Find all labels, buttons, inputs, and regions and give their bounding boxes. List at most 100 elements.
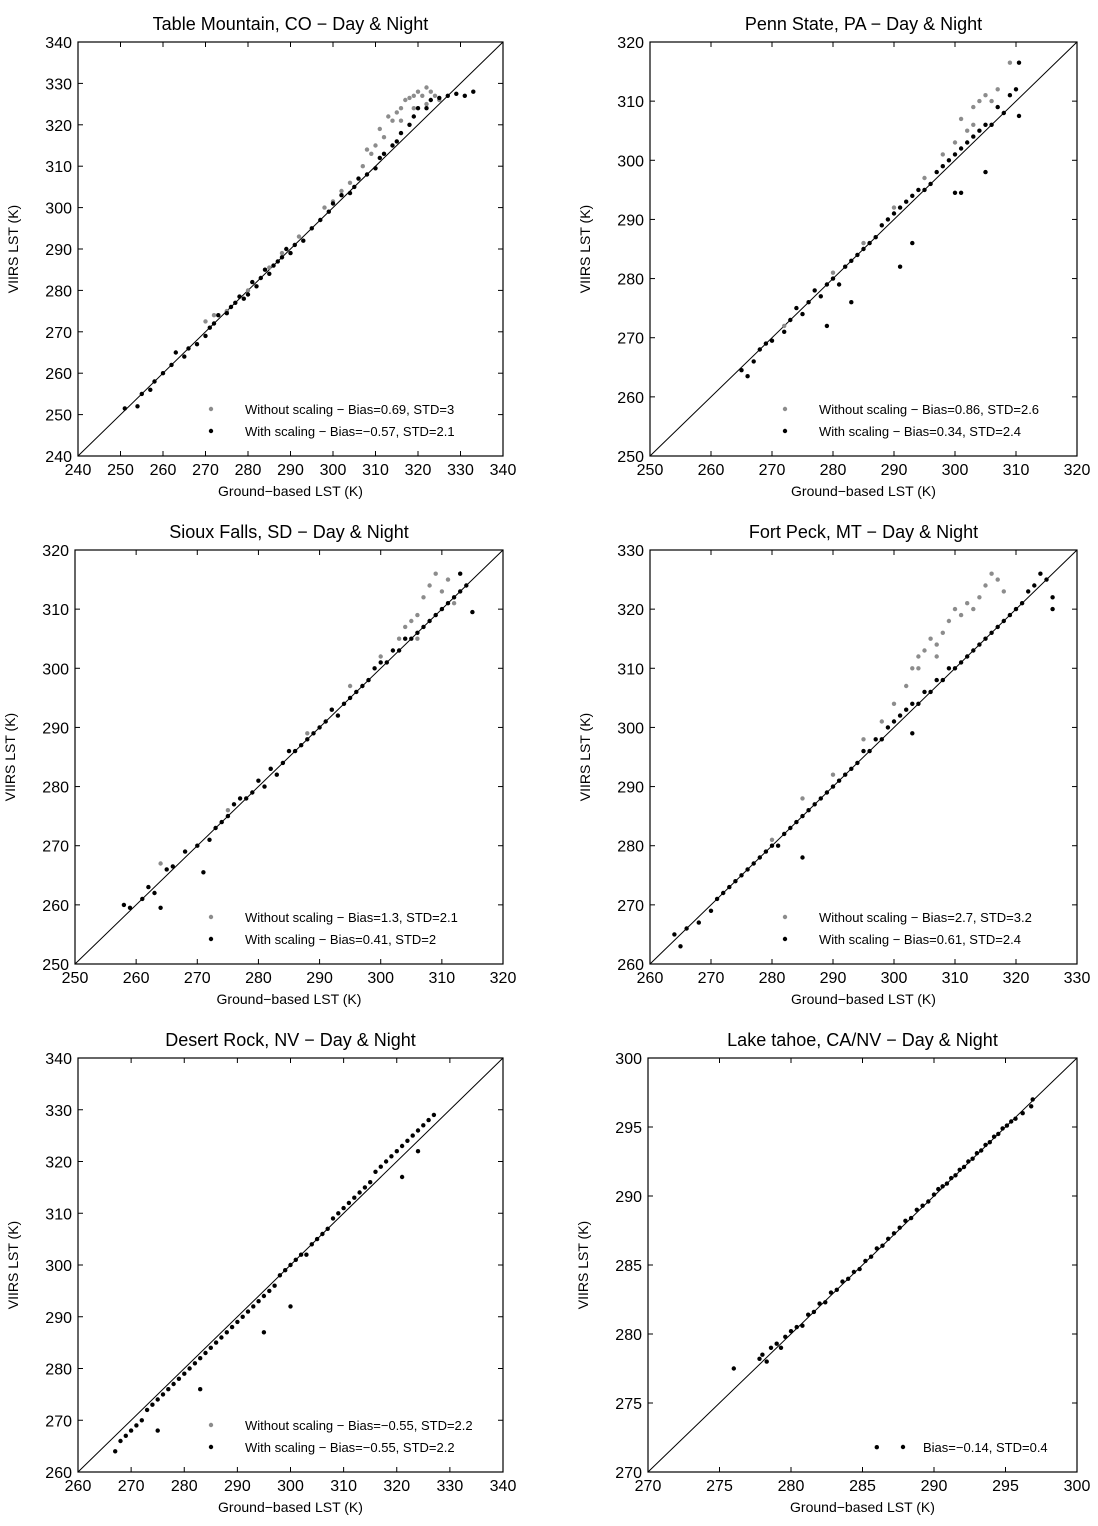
data-point [366,677,371,683]
data-point [811,1309,817,1315]
legend-marker [782,914,788,920]
data-point [983,93,988,98]
data-point [828,1290,834,1295]
y-tick-label: 310 [45,1206,72,1223]
data-point [428,97,433,103]
data-point [733,879,738,884]
data-point [203,333,208,339]
data-point [405,1138,410,1144]
y-tick-label: 260 [45,366,72,383]
data-point [861,246,866,252]
data-point [861,748,866,754]
data-point [940,677,945,683]
data-point [364,147,370,152]
data-point [427,583,432,588]
x-tick-label: 330 [437,1478,464,1495]
data-point [288,1304,293,1309]
data-point [696,920,701,925]
legend-label: Without scaling − Bias=0.69, STD=3 [245,402,454,417]
legend-marker [782,406,788,412]
data-point [160,1392,166,1397]
x-tick-label: 260 [698,462,725,479]
data-point [958,116,964,122]
data-point [824,282,830,287]
data-point [166,1387,171,1392]
x-tick-label: 310 [429,970,456,987]
data-point [329,707,334,712]
data-point [170,864,175,869]
data-point [1000,1126,1005,1131]
data-point [383,1159,389,1164]
data-point [904,683,909,689]
data-point [396,636,402,641]
data-point [458,571,463,576]
x-tick-label: 290 [881,462,908,479]
data-point [678,944,683,949]
data-point [381,135,387,140]
legend-label: Bias=−0.14, STD=0.4 [923,1440,1048,1455]
data-point [818,294,823,299]
data-point [311,731,316,736]
data-point [996,1131,1001,1137]
data-point [965,128,970,133]
data-point [364,172,370,177]
data-point [970,1156,975,1161]
series-1 [158,571,457,866]
legend-label: With scaling − Bias=−0.57, STD=2.1 [245,424,455,439]
data-point [152,379,157,384]
data-point [897,1225,902,1230]
x-tick-label: 270 [635,1478,662,1495]
data-point [739,873,744,878]
data-point [794,819,799,825]
x-tick-label: 280 [778,1478,805,1495]
x-tick-label: 320 [1064,462,1091,479]
x-tick-label: 280 [245,970,272,987]
data-point [424,101,429,107]
data-point [1009,1119,1014,1124]
data-point [769,843,775,848]
legend-label: Without scaling − Bias=2.7, STD=3.2 [819,910,1032,925]
data-point [420,93,425,99]
data-point [410,1133,415,1138]
data-point [977,128,982,133]
data-point [251,1304,256,1309]
data-point [971,648,976,653]
data-point [861,737,866,742]
data-point [867,748,872,754]
data-point [225,808,231,813]
data-point [415,1128,421,1133]
data-point [403,97,408,103]
data-point [910,731,915,736]
y-axis-label: VIIRS LST (K) [5,1221,21,1309]
data-point [250,279,255,285]
data-point [409,618,414,624]
data-point [123,1433,128,1439]
legend-marker [782,428,788,434]
data-point [897,713,903,718]
data-point [830,270,836,275]
data-point [399,1143,405,1149]
data-point [879,223,884,228]
data-point [433,612,438,618]
x-tick-label: 290 [277,462,304,479]
data-point [1001,110,1006,116]
data-point [800,813,805,819]
data-point [336,1211,341,1216]
data-point [182,354,187,359]
y-tick-label: 280 [617,272,644,289]
data-point [778,1345,784,1351]
x-tick-label: 280 [235,462,262,479]
axes-box [649,549,1078,965]
data-point [378,660,383,665]
data-point [1004,1123,1010,1128]
data-point [995,577,1000,582]
data-point [904,707,909,712]
y-tick-label: 260 [617,957,644,974]
data-point [407,95,412,101]
data-point [910,240,915,246]
data-point [113,1449,118,1454]
legend-marker [782,936,788,942]
data-point [280,760,286,766]
data-point [169,362,174,368]
data-point [411,93,416,99]
